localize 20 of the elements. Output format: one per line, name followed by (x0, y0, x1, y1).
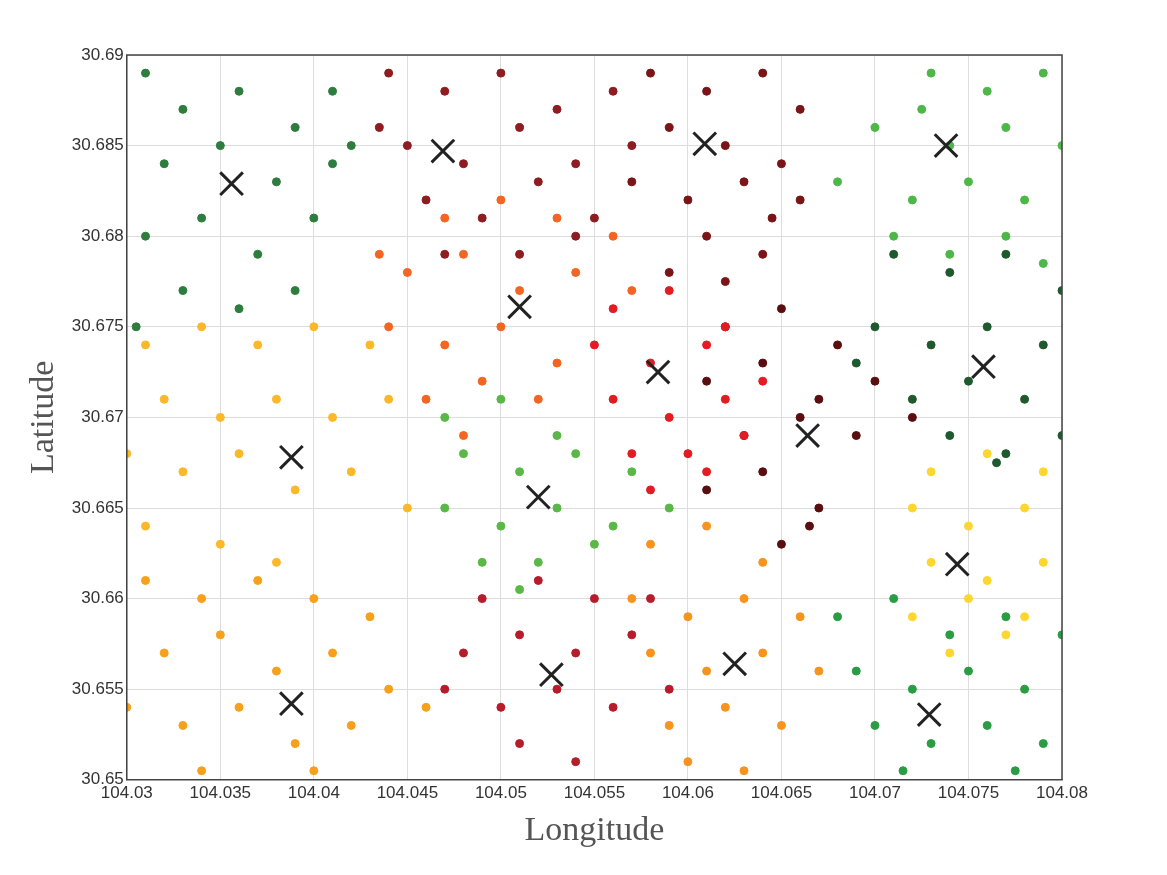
y-tick-label: 30.67 (81, 407, 124, 427)
y-tick-label: 30.66 (81, 588, 124, 608)
y-tick-label: 30.69 (81, 44, 124, 64)
x-tick-label: 104.055 (563, 782, 626, 802)
x-tick-label: 104.075 (937, 782, 1000, 802)
y-tick-label: 30.665 (71, 497, 124, 517)
y-tick-label: 30.685 (71, 135, 124, 155)
x-tick-label: 104.035 (189, 782, 252, 802)
x-tick-label: 104.07 (848, 782, 901, 802)
x-tick-label: 104.065 (750, 782, 813, 802)
x-axis-title: Longitude (524, 809, 665, 847)
y-tick-label: 30.655 (71, 678, 124, 698)
x-tick-label: 104.08 (1036, 782, 1088, 802)
x-tick-label: 104.06 (661, 782, 714, 802)
y-tick-label: 30.675 (71, 316, 124, 336)
x-tick-label: 104.045 (376, 782, 439, 802)
x-tick-label: 104.04 (287, 782, 340, 802)
y-tick-label: 30.68 (81, 225, 124, 245)
y-axis-title: Latitude (23, 360, 61, 475)
x-tick-label: 104.05 (474, 782, 527, 802)
